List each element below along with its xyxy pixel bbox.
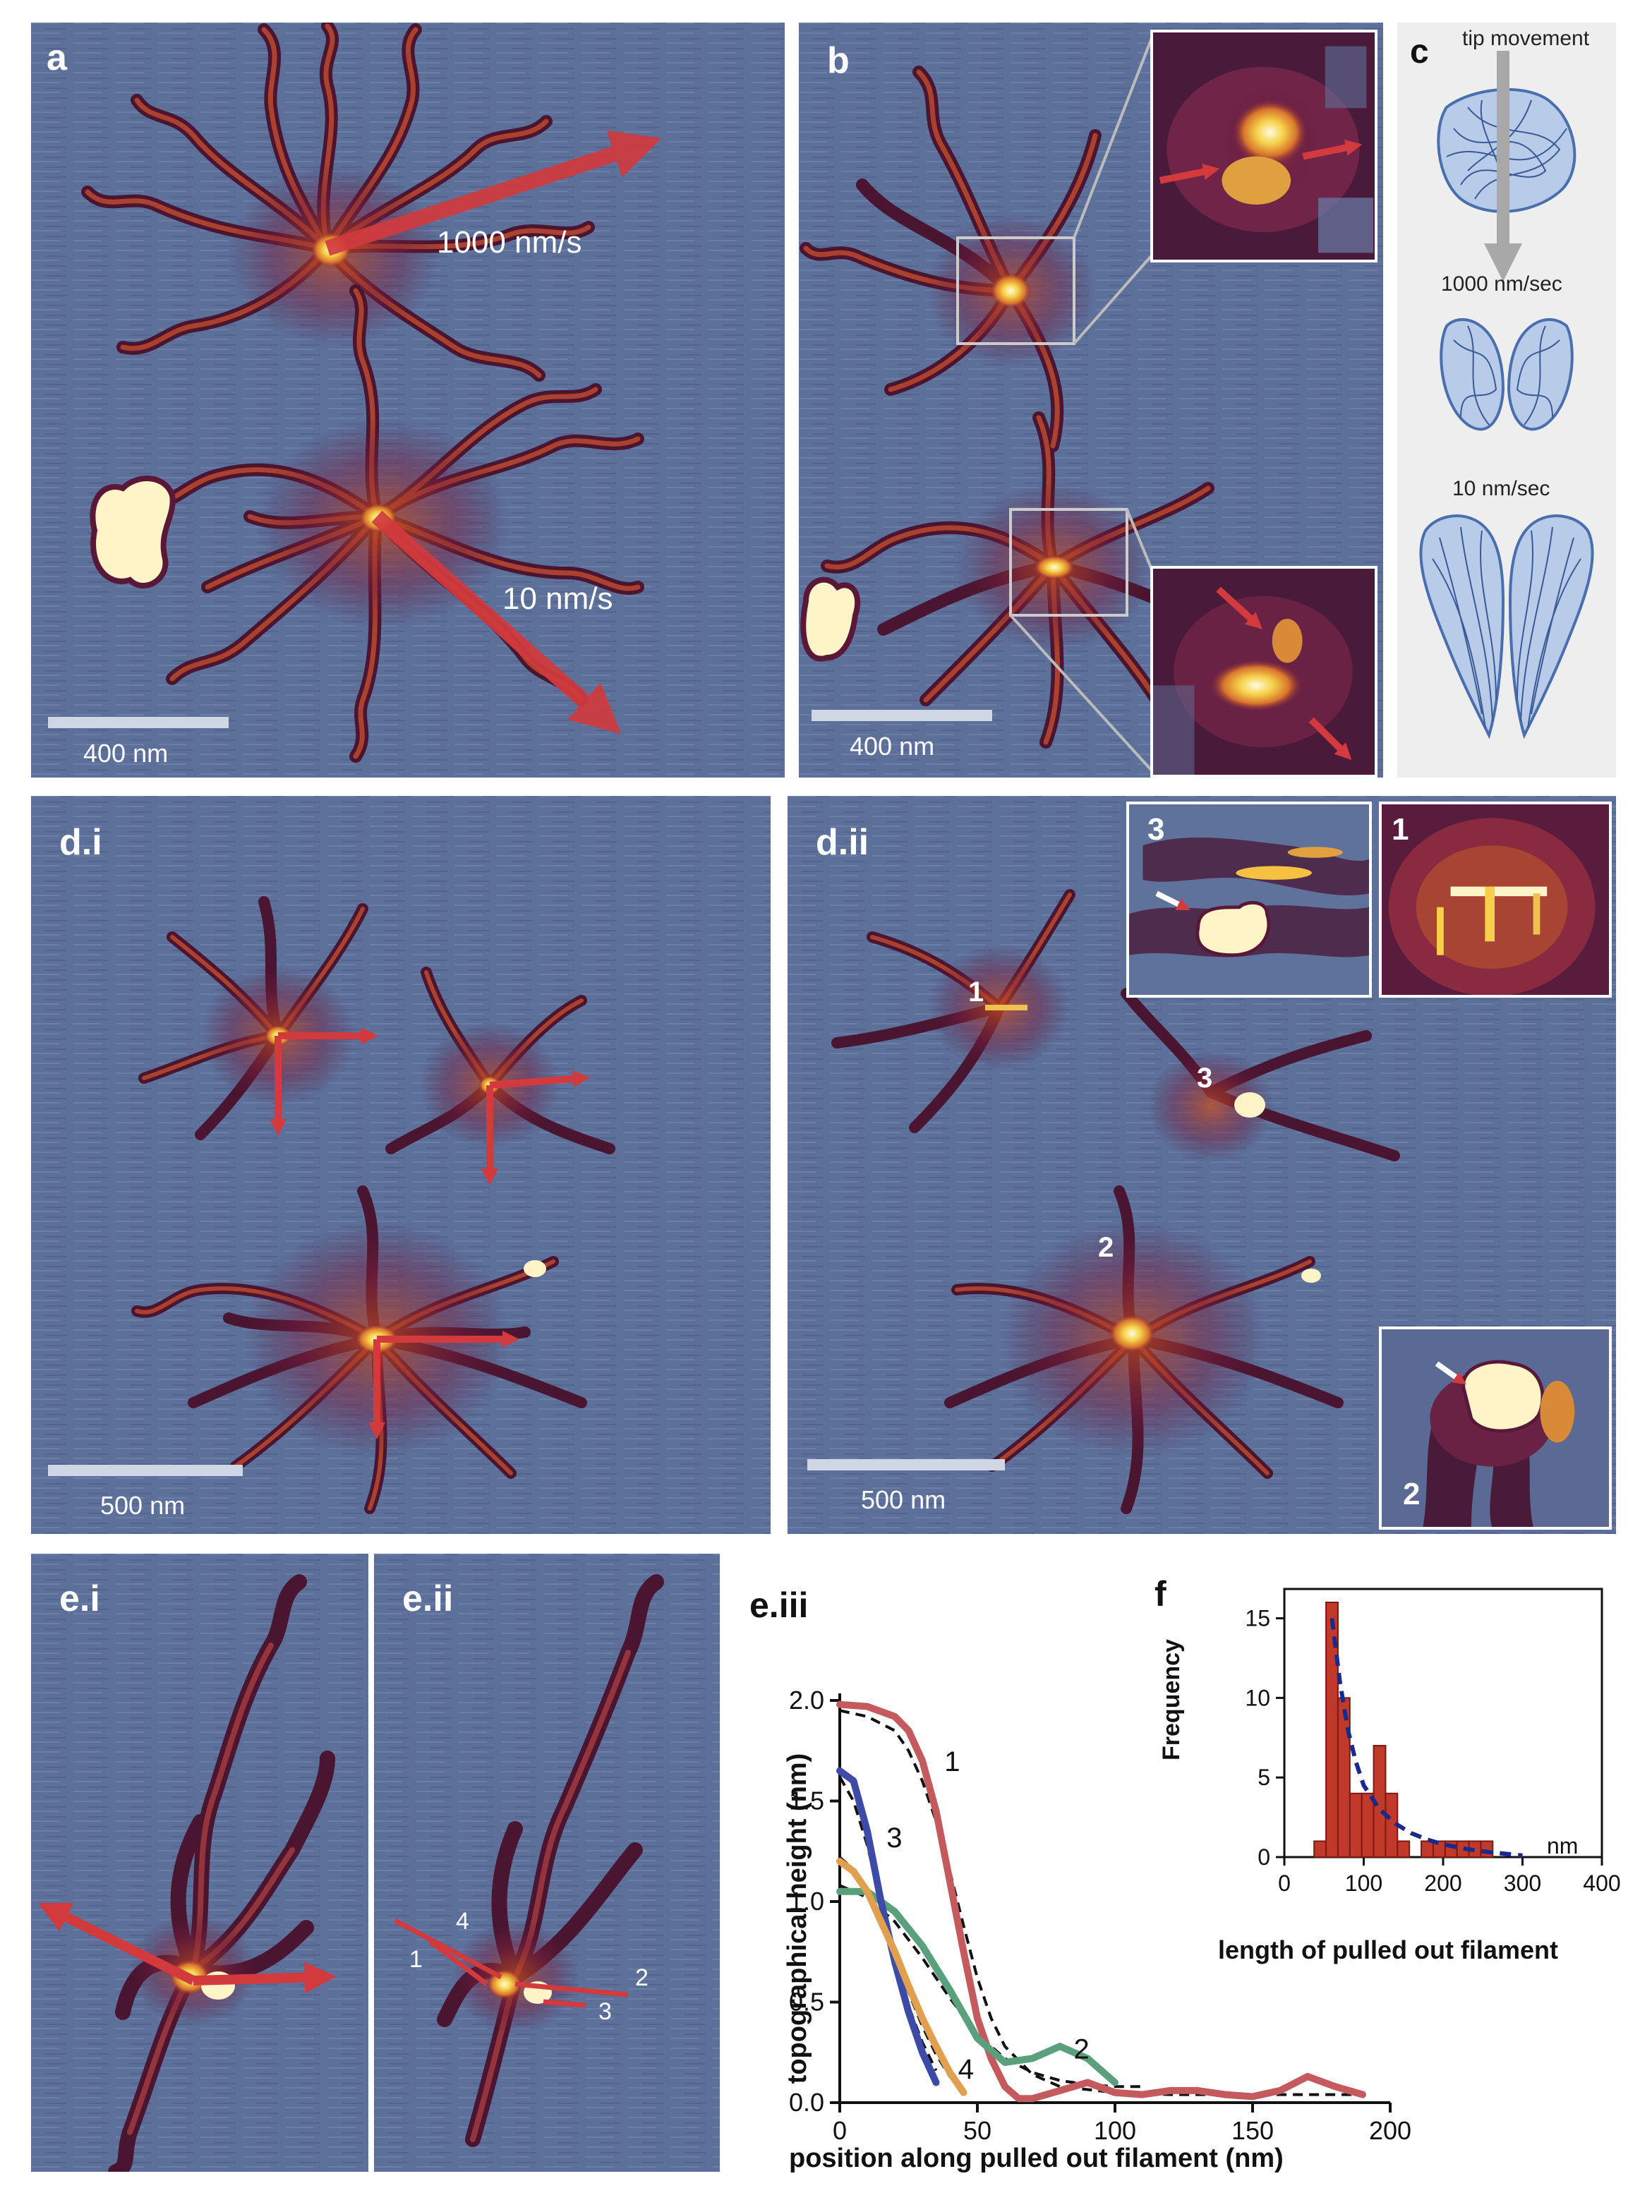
scale-label-dii: 500 nm [861, 1485, 946, 1514]
f-xtick-label: 0 [1278, 1870, 1291, 1896]
arrow-1000 [325, 130, 662, 256]
scale-bar-a [48, 717, 229, 728]
zoom-box-upper [956, 236, 1075, 345]
divider-e [368, 1554, 374, 2172]
scale-bar-di [48, 1465, 243, 1476]
afm-image-di [31, 796, 771, 1534]
f-xtick-label: 300 [1504, 1870, 1541, 1896]
panel-label-a: a [47, 37, 67, 78]
f-fit-line [1330, 1618, 1523, 1858]
line-label-3: 3 [598, 1998, 612, 2025]
eiii-series-2 [836, 1887, 1119, 2086]
marker-3: 3 [1197, 1063, 1213, 1094]
panel-label-di: d.i [59, 822, 102, 863]
f-xtick-label: 200 [1424, 1870, 1461, 1896]
afm-image-ei [31, 1554, 368, 2172]
tip-movement-label: tip movement [1462, 27, 1590, 50]
scale-label-di: 500 nm [100, 1491, 186, 1520]
f-bar [1349, 1792, 1363, 1858]
panel-label-eii: e.ii [402, 1578, 454, 1619]
panel-label-dii: d.ii [816, 822, 869, 863]
eiii-fit-line [838, 1776, 938, 2072]
scale-label-b: 400 nm [850, 732, 935, 761]
f-ytick-label: 5 [1258, 1765, 1270, 1790]
inset-1 [1379, 802, 1612, 998]
eiii-xtick-label: 0 [833, 2116, 847, 2145]
inset-2 [1379, 1326, 1612, 1530]
inset-label-1: 1 [1392, 812, 1409, 847]
scale-bar-b [812, 710, 992, 721]
panel-label-ei: e.i [59, 1578, 100, 1619]
zoom-inset-upper [1150, 30, 1377, 262]
f-bar [1421, 1840, 1434, 1858]
eiii-series-label-1: 1 [944, 1746, 960, 1777]
scale-bar-dii [807, 1459, 1005, 1470]
eiii-xtick-label: 150 [1231, 2116, 1274, 2145]
eiii-ylabel: topographical height (nm) [783, 1753, 812, 2084]
eiii-ytick-label: 1.5 [789, 1787, 824, 1815]
eiii-xtick-label: 50 [963, 2116, 991, 2145]
eiii-xtick-label: 200 [1369, 2116, 1411, 2145]
eiii-xtick-label: 100 [1094, 2116, 1136, 2145]
f-bar [1337, 1697, 1351, 1858]
f-xtick-label: 400 [1583, 1870, 1620, 1896]
zoom-box-lower [1009, 508, 1128, 617]
f-bar [1313, 1840, 1327, 1858]
panel-c: c tip movement 1000 nm/sec 10 nm/sec [1397, 23, 1616, 778]
arrow-label-1000: 1000 nm/s [437, 225, 582, 260]
f-xunit: nm [1547, 1833, 1579, 1859]
arrow-10 [371, 510, 622, 735]
panel-eii: 4 1 2 3 e.ii [374, 1554, 720, 2172]
f-bar [1397, 1840, 1411, 1858]
panel-label-c: c [1410, 33, 1429, 71]
zoom-inset-lower [1150, 566, 1377, 778]
speed-label-slow: 10 nm/sec [1452, 477, 1550, 500]
panel-b: b 400 nm [799, 23, 1383, 778]
eiii-ytick-label: 1.0 [789, 1887, 824, 1916]
eiii-series-label-3: 3 [886, 1823, 902, 1854]
eiii-series-1 [836, 1700, 1366, 2103]
marker-1: 1 [968, 977, 984, 1008]
panel-ei: e.i [31, 1554, 368, 2172]
panel-label-b: b [827, 40, 850, 81]
f-xtick-label: 100 [1345, 1870, 1382, 1896]
f-ytick-label: 15 [1245, 1606, 1270, 1631]
f-xlabel: length of pulled out filament [1218, 1935, 1558, 1964]
inset-label-2: 2 [1403, 1477, 1421, 1511]
panel-di: d.i 500 nm [31, 796, 771, 1534]
panel-dii: 1 3 2 3 1 [788, 796, 1616, 1534]
arrow-right-ei [193, 1962, 337, 1994]
eiii-series-label-4: 4 [958, 2054, 974, 2085]
afm-image-a [31, 23, 785, 778]
arrow-left-ei [37, 1902, 196, 1986]
eiii-xlabel: position along pulled out filament (nm) [789, 2144, 1284, 2173]
eiii-series-label-2: 2 [1074, 2033, 1090, 2065]
f-ytick-label: 0 [1258, 1844, 1270, 1870]
line-label-4: 4 [456, 1908, 469, 1935]
scale-label-a: 400 nm [83, 739, 169, 768]
speed-label-fast: 1000 nm/sec [1441, 272, 1562, 296]
chart-f: 0 100 200 300 400 0 5 10 15 [1245, 1588, 1621, 1896]
f-ylabel: Frequency [1158, 1639, 1185, 1760]
marker-2: 2 [1098, 1232, 1114, 1263]
panel-a: a 1000 nm/s 10 nm/s 400 nm [31, 23, 785, 778]
line-label-1: 1 [409, 1946, 423, 1973]
afm-image-eii [374, 1554, 720, 2172]
eiii-ytick-label: 2.0 [789, 1686, 824, 1715]
eiii-ytick-label: 0.5 [789, 1988, 824, 2017]
eiii-series-4 [836, 1858, 967, 2096]
eiii-ytick-label: 0.0 [789, 2088, 824, 2117]
f-ytick-label: 10 [1245, 1685, 1270, 1710]
panel-label-eiii: e.iii [749, 1585, 809, 1625]
line-label-2: 2 [635, 1964, 649, 1991]
panel-label-f: f [1154, 1574, 1166, 1614]
schematic-c [1419, 51, 1594, 739]
arrow-label-10: 10 nm/s [502, 581, 613, 616]
inset-label-3: 3 [1147, 812, 1165, 847]
f-bar [1361, 1792, 1375, 1858]
eiii-series-3 [836, 1767, 940, 2086]
bright-blob-a [90, 476, 176, 588]
inset-3 [1126, 802, 1372, 998]
